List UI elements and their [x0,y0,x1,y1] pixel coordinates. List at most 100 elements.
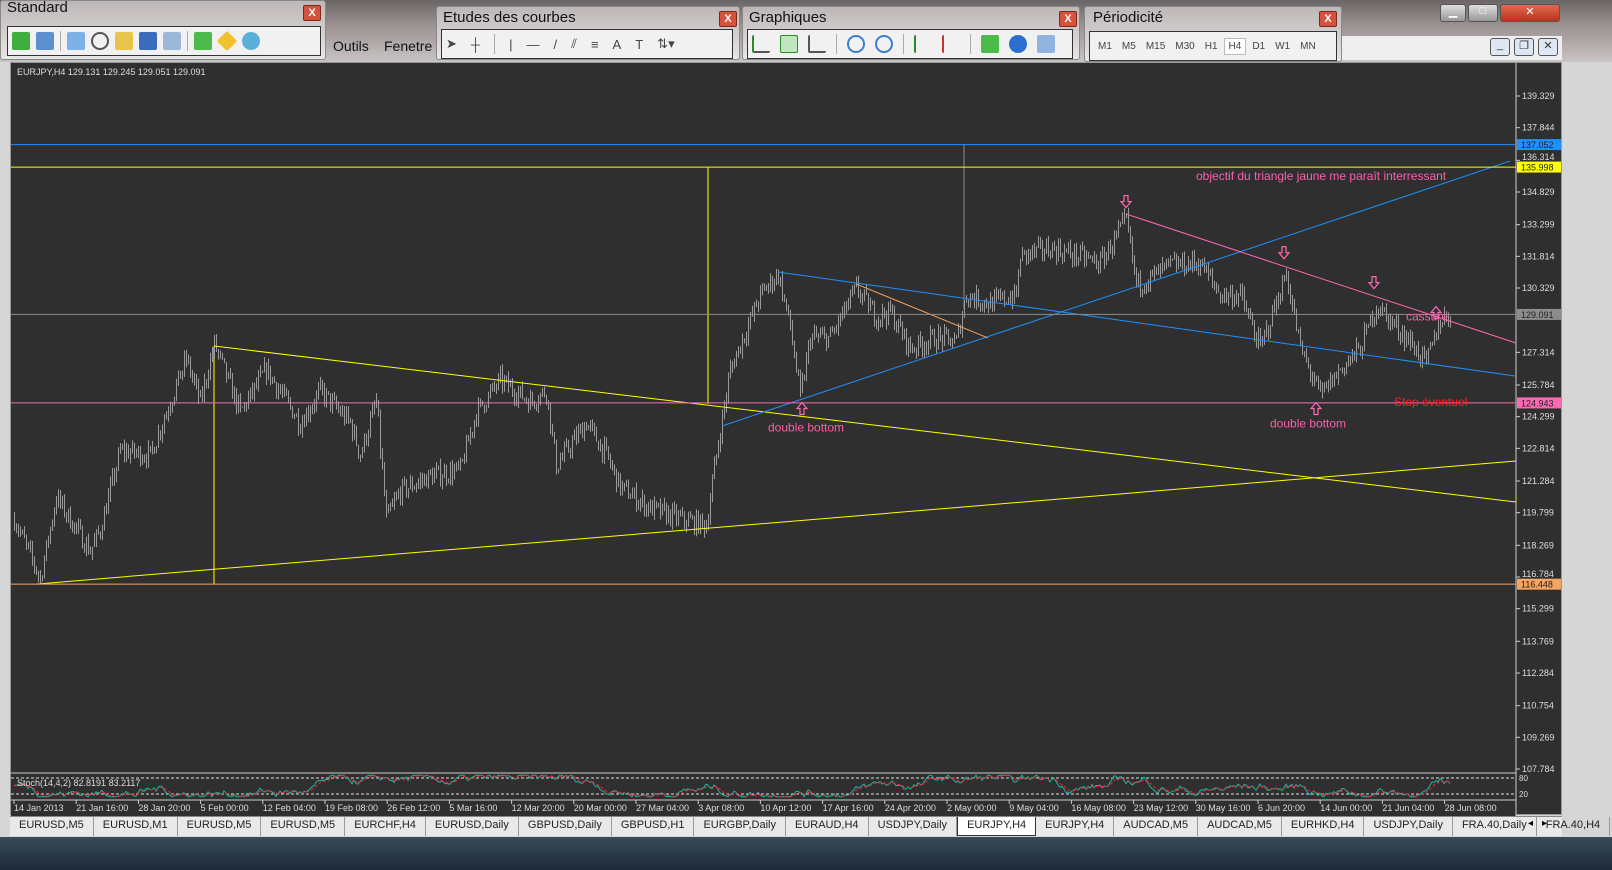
trendline [721,160,1511,427]
chart-tab[interactable]: AUDCAD,M5 [1114,817,1199,836]
crosshair-icon[interactable] [91,32,109,50]
y-tick-label: 124.299 [1522,412,1555,422]
mdi-restore-button[interactable]: ❐ [1514,38,1534,56]
y-tick-label: 119.799 [1522,508,1554,518]
text-label-icon[interactable]: T [635,36,644,52]
period-w1[interactable]: W1 [1275,40,1291,52]
equidistant-channel-icon[interactable]: ⫽ [571,36,577,51]
chart-tab[interactable]: EURCHF,H4 [345,817,426,836]
chart-tab[interactable]: USDJPY,Daily [1364,817,1453,836]
y-tick-label: 116.784 [1522,569,1554,579]
chart-tab[interactable]: EURUSD,Daily [426,817,519,836]
trendline [777,271,1517,377]
trendline [1125,213,1517,344]
period-m30[interactable]: M30 [1175,40,1195,52]
line-chart-icon[interactable] [808,35,826,53]
close-icon[interactable]: X [1059,11,1077,27]
minimize-window-button[interactable]: ▁ [1440,4,1466,22]
price-label-box [1517,397,1561,409]
chart-tab[interactable]: EURUSD,M5 [261,817,346,836]
trendline [855,283,989,339]
x-tick-label: 14 Jan 2013 [14,803,64,813]
chart-tab[interactable]: EURUSD,M1 [94,817,178,836]
menu-fenetre[interactable]: Fenetre [384,38,433,54]
chart-tab[interactable]: EURAUD,H4 [786,817,869,836]
menu-outils[interactable]: Outils [333,38,369,54]
market-watch-icon[interactable] [67,32,85,50]
chart-tab[interactable]: FRA.40,Daily [1453,817,1537,836]
close-icon[interactable]: X [303,5,321,21]
chart-tab[interactable]: GBPUSD,H1 [612,817,695,836]
period-m1[interactable]: M1 [1098,40,1112,52]
period-m15[interactable]: M15 [1145,40,1166,52]
vertical-line-icon[interactable]: | [509,36,513,52]
tab-scroll-right-icon[interactable]: ▸ [1542,818,1548,829]
x-tick-label: 20 Mar 00:00 [574,803,627,813]
maximize-window-button[interactable]: □ [1468,4,1498,22]
chart-tab[interactable]: EURUSD,M5 [178,817,262,836]
chart-tab[interactable]: GBPUSD,Daily [519,817,612,836]
chart-tab[interactable]: EURJPY,H4 [1036,817,1115,836]
arrows-icon[interactable]: ⇅▾ [657,36,675,51]
crosshair-tool-icon[interactable]: ┼ [470,36,481,52]
templates-icon[interactable] [1037,35,1055,53]
periods-icon[interactable] [1009,35,1027,53]
x-tick-label: 14 Jun 00:00 [1320,803,1372,813]
fibonacci-icon[interactable]: ≡ [590,36,599,52]
mdi-close-button[interactable]: ✕ [1538,38,1558,56]
auto-scroll-icon[interactable] [914,35,932,53]
terminal-icon[interactable] [139,32,157,50]
chart-tab[interactable]: EURJPY,H4 [957,817,1037,836]
period-h1[interactable]: H1 [1204,40,1218,52]
autotrading-icon[interactable] [242,32,260,50]
x-tick-label: 24 Apr 20:00 [885,803,936,813]
profiles-icon[interactable] [36,32,54,50]
period-d1[interactable]: D1 [1252,40,1266,52]
chart-window[interactable]: EURJPY,H4 129.131 129.245 129.051 129.09… [10,62,1563,816]
trendline-icon[interactable]: / [553,36,558,52]
toolbar-title: Graphiques [749,9,827,26]
strategy-tester-icon[interactable] [163,32,181,50]
new-order-icon[interactable] [194,32,212,50]
candlestick-icon[interactable] [780,35,798,53]
mdi-minimize-button[interactable]: _ [1490,38,1510,56]
price-label-box [1517,308,1561,320]
x-tick-label: 26 Feb 12:00 [387,803,440,813]
price-label: 129.091 [1521,310,1554,320]
y-tick-label: 109.269 [1522,732,1555,742]
tab-scroll-left-icon[interactable]: ◂ [1528,818,1534,829]
annotation-text: cassure [1406,310,1448,324]
indicators-icon[interactable] [981,35,999,53]
zoom-in-icon[interactable] [847,35,865,53]
chart-tab[interactable]: EURUSD,M5 [10,817,94,836]
close-icon[interactable]: X [1319,11,1337,27]
chart-tab[interactable]: EURHKD,H4 [1282,817,1365,836]
horizontal-line-icon[interactable]: — [526,36,540,52]
chart-tab[interactable]: USDJPY,Daily [869,817,958,836]
navigator-icon[interactable] [115,32,133,50]
period-h4[interactable]: H4 [1223,37,1247,55]
price-chart[interactable]: EURJPY,H4 129.131 129.245 129.051 129.09… [11,63,1563,816]
period-m5[interactable]: M5 [1121,40,1136,52]
x-tick-label: 21 Jun 04:00 [1382,803,1434,813]
cursor-icon[interactable]: ➤ [446,36,457,51]
chart-tab[interactable]: FRA.40,H4 [1537,817,1611,836]
close-window-button[interactable]: ✕ [1500,4,1560,22]
zoom-out-icon[interactable] [875,35,893,53]
chart-shift-icon[interactable] [942,35,960,53]
metaeditor-icon[interactable] [216,30,238,52]
new-chart-icon[interactable] [12,32,30,50]
bar-chart-icon[interactable] [752,35,770,53]
x-tick-label: 23 May 12:00 [1134,803,1189,813]
chart-tab[interactable]: EURGBP,Daily [694,817,786,836]
chart-header: EURJPY,H4 129.131 129.245 129.051 129.09… [17,67,206,77]
x-tick-label: 12 Feb 04:00 [263,803,316,813]
y-tick-label: 134.829 [1522,187,1555,197]
period-mn[interactable]: MN [1300,40,1316,52]
arrow-up-icon [795,401,809,416]
standard-toolbar: Standard X [0,0,326,60]
y-tick-label: 136.314 [1522,152,1555,162]
close-icon[interactable]: X [719,11,737,27]
chart-tab[interactable]: AUDCAD,M5 [1198,817,1282,836]
text-icon[interactable]: A [612,36,622,52]
